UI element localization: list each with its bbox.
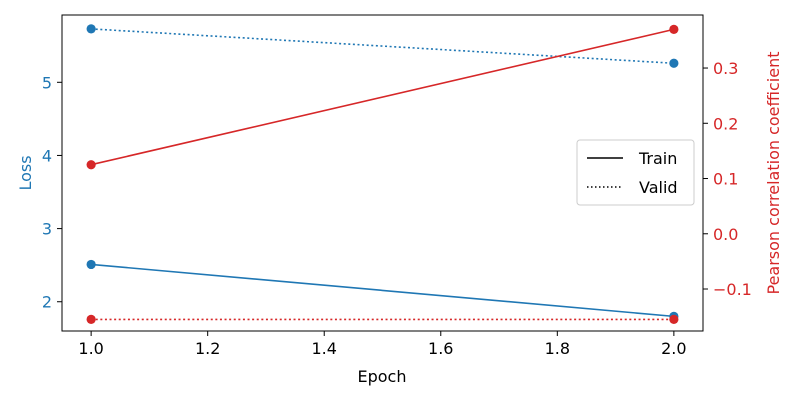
data-point-right-solid (86, 160, 96, 170)
legend-train-label: Train (638, 149, 677, 168)
x-tick-label: 1.6 (428, 339, 453, 358)
left-y-axis: 2 3 4 5 (42, 73, 62, 312)
left-y-tick-label: 2 (42, 293, 52, 312)
left-y-tick-label: 4 (42, 146, 52, 165)
left-y-axis-label: Loss (16, 155, 35, 190)
data-point-left-dotted (86, 24, 96, 34)
data-point-left-solid (86, 259, 96, 270)
series-layer (86, 24, 679, 324)
plot-frame (61, 14, 704, 332)
right-y-tick-label: 0.2 (713, 114, 738, 133)
data-point-right-dotted (86, 314, 96, 324)
data-point-left-dotted (669, 58, 679, 68)
x-tick-label: 1.4 (312, 339, 337, 358)
right-y-axis-label: Pearson correlation coefficient (764, 52, 783, 295)
legend-valid-label: Valid (639, 178, 678, 197)
x-axis: 1.0 1.2 1.4 1.6 1.8 2.0 (78, 331, 687, 358)
series-line-left-solid (91, 263, 674, 318)
series-line-right-solid (90, 28, 675, 166)
left-y-tick-label: 3 (42, 220, 52, 239)
data-point-right-dotted (669, 314, 679, 324)
right-y-axis: −0.1 0.0 0.1 0.2 0.3 (703, 59, 752, 299)
right-y-tick-label: 0.0 (713, 225, 738, 244)
x-tick-label: 1.8 (545, 339, 570, 358)
legend-frame (576, 139, 695, 206)
right-y-tick-label: −0.1 (713, 280, 752, 299)
x-tick-label: 1.0 (78, 339, 103, 358)
legend: Train Valid (576, 139, 695, 206)
x-tick-label: 2.0 (661, 339, 686, 358)
right-y-tick-label: 0.1 (713, 170, 738, 189)
x-axis-label: Epoch (358, 367, 407, 386)
series-line-left-dotted (91, 28, 674, 65)
x-tick-label: 1.2 (195, 339, 220, 358)
left-y-tick-label: 5 (42, 73, 52, 92)
right-y-tick-label: 0.3 (713, 59, 738, 78)
data-point-right-solid (669, 24, 679, 34)
